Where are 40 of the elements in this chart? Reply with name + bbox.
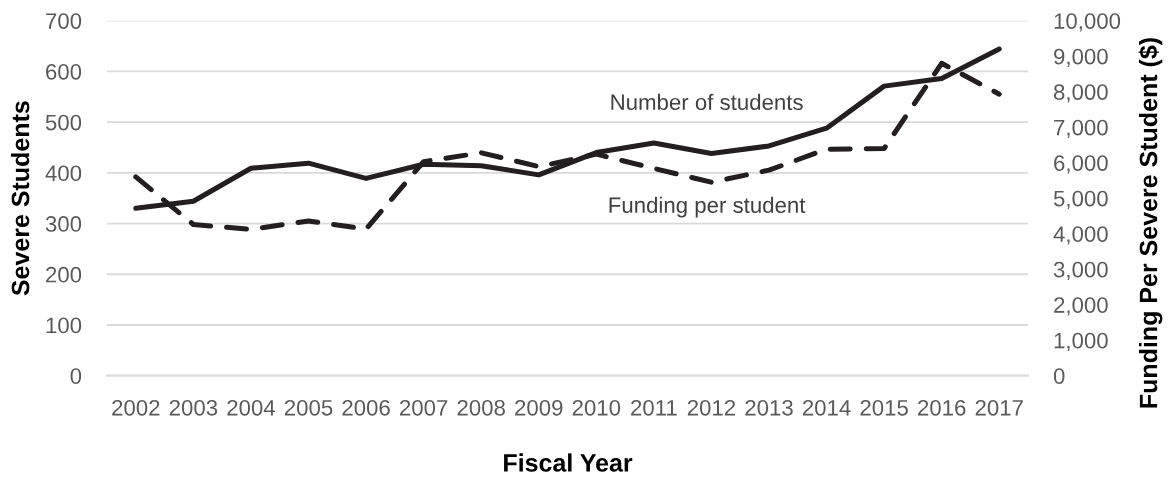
y-tick-label: 300 — [45, 216, 82, 232]
y2-tick-label: 7,000 — [1054, 119, 1108, 139]
series-label: Number of students — [611, 93, 803, 111]
x-tick-label: 2003 — [169, 399, 218, 416]
x-tick-label: 2016 — [918, 399, 966, 416]
x-axis-title: Fiscal Year — [504, 453, 633, 472]
y-tick-label: 100 — [46, 317, 82, 334]
x-tick-label: 2014 — [802, 399, 851, 416]
y-tick-label: 600 — [46, 63, 82, 80]
x-tick-label: 2015 — [860, 399, 908, 416]
y2-tick-label: 2,000 — [1054, 297, 1108, 316]
x-tick-label: 2002 — [112, 399, 160, 416]
y2-tick-label: 4,000 — [1053, 226, 1108, 245]
y-tick-label: 400 — [45, 165, 82, 182]
y-tick-label: 700 — [46, 13, 82, 29]
series-label: Funding per student — [609, 196, 806, 218]
x-tick-label: 2017 — [975, 399, 1023, 416]
x-tick-label: 2007 — [400, 399, 448, 416]
y2-tick-label: 10,000 — [1054, 13, 1121, 32]
x-tick-label: 2009 — [515, 399, 563, 416]
x-tick-label: 2010 — [572, 399, 621, 416]
y-tick-label: 0 — [70, 368, 82, 384]
x-tick-label: 2011 — [631, 399, 677, 416]
y2-tick-label: 5,000 — [1053, 190, 1108, 210]
x-tick-label: 2004 — [227, 399, 275, 416]
x-tick-label: 2013 — [745, 399, 793, 416]
x-tick-label: 2008 — [457, 399, 505, 416]
y2-tick-label: 0 — [1053, 368, 1065, 384]
y-tick-label: 200 — [46, 266, 82, 283]
y-axis-title: Severe Students — [10, 101, 30, 296]
y2-tick-label: 9,000 — [1054, 48, 1108, 68]
y2-tick-label: 8,000 — [1053, 84, 1108, 103]
y2-tick-label: 1,000 — [1054, 332, 1108, 352]
y2-tick-label: 6,000 — [1054, 155, 1108, 174]
x-tick-label: 2005 — [284, 399, 333, 416]
y-tick-label: 500 — [45, 114, 82, 131]
y2-tick-label: 3,000 — [1053, 261, 1108, 281]
x-tick-label: 2006 — [342, 399, 390, 416]
y2-axis-title: Funding Per Severe Student ($) — [1138, 38, 1163, 408]
x-tick-label: 2012 — [687, 399, 736, 416]
